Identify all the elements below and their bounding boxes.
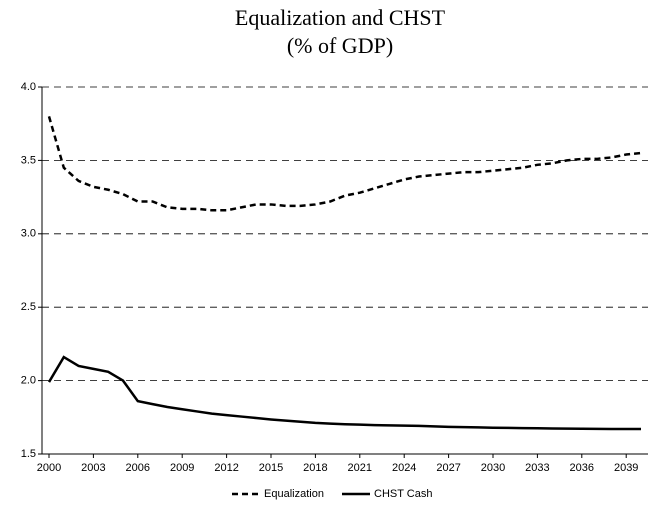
y-tick-label: 2.0 (21, 375, 36, 387)
y-tick-label: 3.0 (21, 228, 36, 240)
x-tick-label: 2027 (436, 462, 460, 474)
y-tick-label: 2.5 (21, 301, 36, 313)
x-tick-label: 2015 (259, 462, 283, 474)
x-tick-label: 2009 (170, 462, 194, 474)
x-tick-label: 2039 (614, 462, 638, 474)
x-tick-label: 2033 (525, 462, 549, 474)
x-tick-label: 2006 (126, 462, 150, 474)
chart-title: Equalization and CHST (235, 5, 446, 30)
series-line (47, 116, 642, 212)
y-tick-label: 1.5 (21, 448, 36, 460)
x-tick-label: 2024 (392, 462, 416, 474)
y-tick-label: 3.5 (21, 154, 36, 166)
x-tick-label: 2003 (81, 462, 105, 474)
x-tick-label: 2018 (303, 462, 327, 474)
chart-subtitle: (% of GDP) (287, 33, 393, 58)
x-tick-label: 2012 (214, 462, 238, 474)
legend-label: Equalization (264, 488, 324, 500)
x-tick-label: 2000 (37, 462, 61, 474)
y-tick-label: 4.0 (21, 81, 36, 93)
x-tick-label: 2030 (481, 462, 505, 474)
x-tick-label: 2021 (348, 462, 372, 474)
series-line (47, 355, 641, 431)
legend-label: CHST Cash (374, 488, 432, 500)
x-tick-label: 2036 (570, 462, 594, 474)
